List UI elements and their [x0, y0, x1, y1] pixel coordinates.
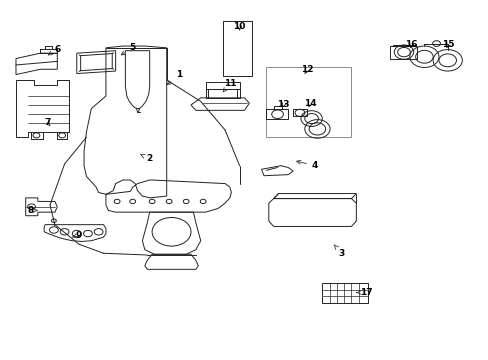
Text: 1: 1 — [167, 70, 182, 85]
Text: 7: 7 — [44, 118, 51, 127]
Text: 4: 4 — [296, 160, 318, 170]
Text: 8: 8 — [27, 206, 37, 215]
Text: 5: 5 — [121, 43, 136, 55]
Text: 14: 14 — [303, 99, 316, 108]
Bar — [322, 283, 368, 303]
Bar — [222, 21, 251, 76]
Text: 12: 12 — [301, 65, 313, 74]
Text: 3: 3 — [333, 245, 344, 258]
Text: 13: 13 — [277, 100, 289, 109]
Bar — [266, 67, 351, 137]
Text: 17: 17 — [356, 288, 371, 297]
Text: 9: 9 — [73, 231, 82, 240]
Text: 15: 15 — [442, 40, 454, 49]
Text: 16: 16 — [404, 40, 417, 49]
Text: 2: 2 — [141, 154, 152, 163]
Text: 11: 11 — [223, 79, 236, 92]
Text: 6: 6 — [48, 45, 61, 55]
Text: 10: 10 — [233, 22, 245, 31]
